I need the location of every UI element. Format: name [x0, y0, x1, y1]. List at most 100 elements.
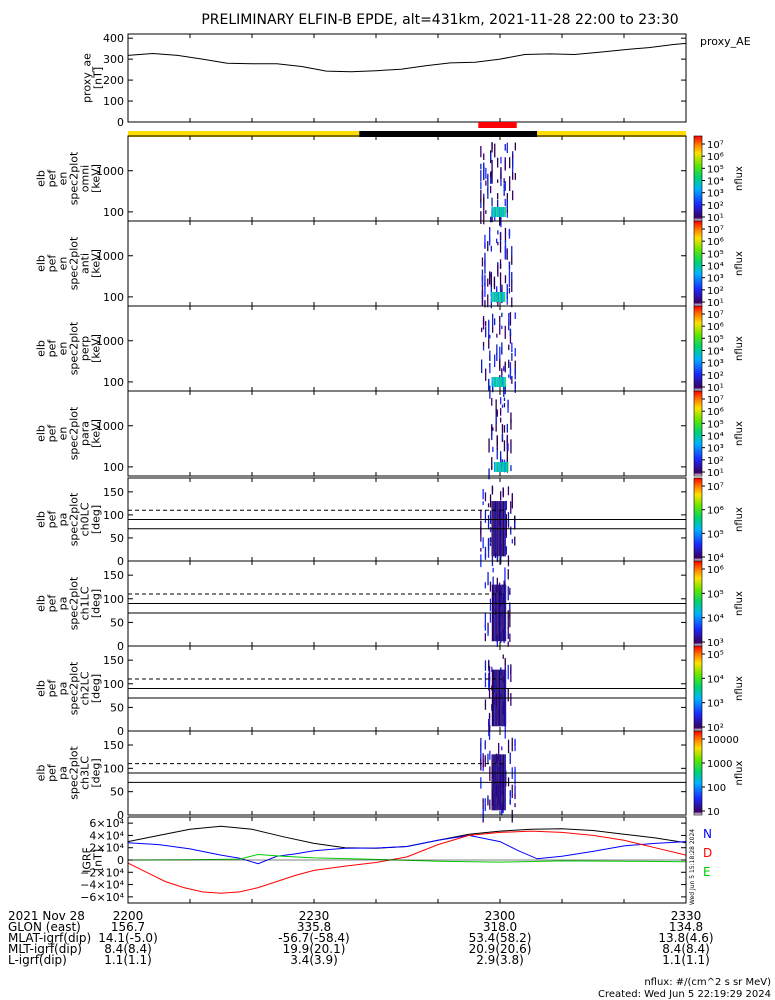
pa_ch3-ylabel-4: ch3LC: [79, 756, 92, 790]
en_anti-ylabel-5: [keV]: [90, 249, 103, 278]
en_omni-data-cell: [512, 171, 514, 180]
colorbar-gradient: [693, 645, 703, 732]
pa_ch0-data-cell: [502, 488, 504, 496]
en_omni-data-cell: [480, 211, 482, 224]
pa_ch0-data-cell: [489, 510, 492, 524]
colorbar-tick-label: 10⁵: [707, 164, 724, 175]
en_omni-data-cell: [485, 210, 487, 214]
colorbar-tick-label: 10⁵: [707, 589, 724, 600]
colorbar-tick-label: 10⁵: [707, 529, 724, 540]
pa_ch1-ylabel-3: spec2plot: [68, 576, 81, 630]
en_perp-data-cell: [482, 346, 485, 351]
en_perp-data-cell: [492, 326, 494, 333]
en_perp-data-cell: [492, 377, 494, 387]
en_omni-data-cell: [483, 210, 485, 225]
colorbar-tick-label: 10³: [707, 699, 724, 710]
pa_ch0-ylabel-2: pa: [57, 513, 70, 527]
pa_ch3-data-cell: [480, 737, 482, 751]
en_omni-data-cell: [487, 176, 489, 190]
en_perp-data-cell: [499, 346, 501, 360]
proxy-ae-ytick-label: 300: [103, 53, 124, 66]
en_perp-data-cell: [481, 327, 483, 333]
pa_ch0-ytick-label: 50: [110, 532, 124, 545]
colorbar-tick-label: 10⁶: [707, 565, 724, 576]
en_para-data-cell: [498, 462, 500, 472]
colorbar-tick-label: 10⁷: [707, 140, 724, 151]
en_perp-data-cell: [488, 379, 490, 392]
pa_ch3-ylabel-3: spec2plot: [68, 746, 81, 800]
en_perp-data-cell: [499, 322, 501, 335]
en_anti-data-cell: [484, 252, 486, 267]
en_omni-data-cell: [499, 207, 502, 217]
pa_ch3-data-cell: [482, 808, 484, 820]
footer-row-value: 318.0: [483, 920, 517, 934]
pa_ch3-data-cell: [514, 770, 516, 785]
pa_ch3-data-cell: [484, 740, 486, 750]
orbit-status-bar: [128, 122, 686, 137]
en_omni-frame: [127, 135, 687, 222]
colorbar-tick-label: 100: [707, 783, 726, 794]
en_perp-data-cell: [514, 360, 516, 375]
pa_ch2-data-cell: [488, 718, 490, 726]
pa_ch2-ylabel-5: [deg]: [90, 674, 103, 703]
en_omni-data-cell: [500, 167, 502, 179]
pa_ch3-data-cell: [514, 785, 516, 796]
en_omni-data-cell: [480, 170, 482, 182]
en_anti-ylabel-4: anti: [79, 253, 92, 274]
pa_ch3-data-cell: [509, 752, 511, 764]
en_omni-data-cell: [504, 207, 506, 217]
proxy-ae-ytick-label: 0: [117, 116, 124, 129]
en_perp-data-cell: [511, 376, 513, 384]
en_omni-data-cell: [500, 172, 502, 186]
en_anti-data-cell: [504, 246, 507, 260]
en_anti-data-cell: [511, 279, 513, 292]
igrf-ytick-label: 4×10⁴: [89, 829, 124, 842]
en_para-data-cell: [510, 439, 512, 454]
colorbar-tick-label: 10²: [707, 286, 724, 297]
en_perp-frame: [127, 305, 687, 392]
en_para-data-cell: [492, 427, 494, 431]
pa_ch3-data-cell: [480, 777, 482, 789]
colorbar-gradient: [693, 135, 703, 222]
en_para-data-cell: [506, 423, 508, 433]
en_para-data-cell: [491, 397, 493, 406]
colorbar-tick-label: 10¹: [707, 383, 724, 394]
pa_ch3-data-cell: [507, 739, 510, 754]
en_omni-data-cell: [509, 176, 511, 192]
pa_ch3-ytick-label: 0: [117, 809, 124, 822]
en_perp-data-cell: [514, 312, 516, 319]
en_perp-data-cell: [509, 362, 512, 374]
pa_ch3-data-cell: [514, 740, 516, 746]
en_anti-data-cell: [506, 284, 508, 299]
footer-row-value: 20.9(20.6): [469, 942, 532, 956]
en_perp-data-cell: [508, 344, 510, 351]
en_para-data-cell: [510, 412, 512, 424]
pa_ch1-data-cell: [489, 598, 492, 612]
proxy-ae-ytick-label: 200: [103, 74, 124, 87]
pa_ch3-data-cell: [489, 766, 491, 781]
igrf-ytick-label: −6×10⁴: [80, 891, 124, 904]
en_para-data-cell: [495, 413, 497, 424]
pa_ch0-ytick-label: 0: [117, 555, 124, 568]
pa_ch1-data-cell: [509, 603, 511, 618]
pa_ch1-data-cell: [487, 572, 489, 586]
pa_ch1-data-cell: [492, 567, 494, 573]
en_anti-ytick-label: 100: [103, 291, 124, 304]
en_para-data-cell: [496, 448, 498, 460]
colorbar-tick-label: 10⁶: [707, 506, 724, 517]
igrf-ylabel-0: IGRF: [81, 847, 94, 873]
pa_ch2-data-cell: [510, 671, 512, 682]
colorbar-gradient: [693, 560, 703, 647]
en_para-data-cell: [507, 443, 509, 452]
proxy-ae-ytick-label: 100: [103, 95, 124, 108]
en_omni-data-cell: [491, 197, 493, 207]
pa_ch3-data-cell: [509, 799, 511, 804]
en_anti-data-cell: [484, 260, 486, 274]
colorbar-tick-label: 10⁶: [707, 407, 724, 418]
en_omni-ylabel-4: omni: [79, 165, 92, 192]
colorbar-tick-label: 10¹: [707, 468, 724, 479]
footer-ephemeris: 2021 Nov 28 2200 2230 2300 2330 GLON (east) 15…: [8, 909, 714, 967]
colorbar-tick-label: 10⁵: [707, 334, 724, 345]
pa_ch2-data-cell: [502, 654, 504, 659]
pa_ch0-data-cell: [480, 520, 482, 531]
